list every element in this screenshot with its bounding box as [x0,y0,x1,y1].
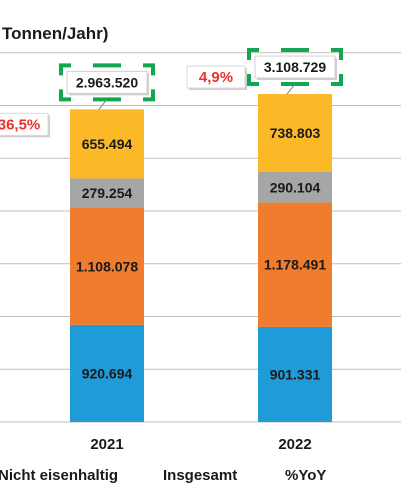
bar-value-label: 279.254 [82,185,133,201]
bracket-corner [59,89,71,102]
bracket-corner [143,63,155,76]
bar-segment [258,326,332,422]
bar-segment [258,94,332,172]
total-box [66,70,148,94]
bracket-corner [143,89,155,102]
bar-segment [258,171,332,203]
bar-value-label: 901.331 [270,366,321,382]
total-callout: 3.108.729 [247,48,343,95]
bar-value-label: 920.694 [82,365,133,381]
yoy-callout: 36,5% [0,112,50,138]
bar-value-label: 738.803 [270,125,321,141]
yoy-box [186,65,246,89]
bar-value-label: 290.104 [270,179,321,195]
yoy-callout: 4,9% [186,65,247,91]
leader-line [286,83,296,95]
bracket-corner [247,48,259,61]
bar-segment [70,324,144,422]
bar-value-label: 655.494 [82,136,133,152]
legend-entry: Nicht eisenhaltig [0,467,118,484]
x-tick-label: 2021 [90,436,123,453]
leader-line [98,99,108,110]
bracket-corner [247,74,259,87]
x-tick-label: 2022 [278,436,311,453]
chart-title: Tonnen/Jahr) [2,24,108,43]
legend-entry: %YoY [285,467,326,484]
total-value-label: 2.963.520 [76,74,138,90]
total-box [254,55,336,79]
bar-segment [70,109,144,179]
bar-value-label: 1.178.491 [264,257,326,273]
yoy-box [0,112,49,136]
yoy-label: 4,9% [199,69,233,86]
total-value-label: 3.108.729 [264,59,326,75]
bar-value-label: 1.108.078 [76,258,138,274]
bar-segment [70,207,144,325]
bracket-corner [331,74,343,87]
bracket-corner [331,48,343,61]
legend-entry: Insgesamt [163,467,237,484]
yoy-label: 36,5% [0,116,40,133]
bracket-corner [59,63,71,76]
bar-segment [258,202,332,327]
bar-segment [70,178,144,208]
total-callout: 2.963.520 [59,63,155,110]
